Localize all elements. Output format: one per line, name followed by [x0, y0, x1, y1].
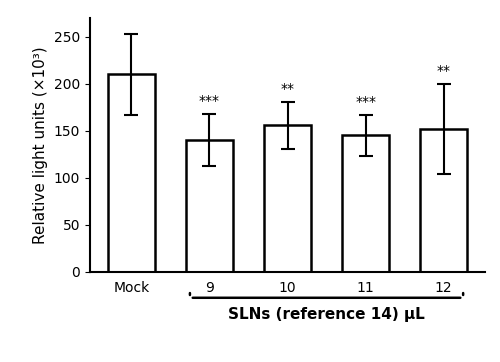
Text: SLNs (reference 14) μL: SLNs (reference 14) μL: [228, 307, 425, 322]
Bar: [186, 140, 233, 272]
Text: ***: ***: [199, 94, 220, 108]
Text: ***: ***: [355, 95, 376, 109]
Bar: [420, 129, 467, 272]
Text: **: **: [280, 82, 294, 96]
Bar: [108, 75, 155, 272]
Bar: [342, 135, 389, 272]
Y-axis label: Relative light units (×10³): Relative light units (×10³): [34, 46, 48, 244]
Bar: [264, 125, 311, 272]
Text: **: **: [436, 64, 450, 78]
